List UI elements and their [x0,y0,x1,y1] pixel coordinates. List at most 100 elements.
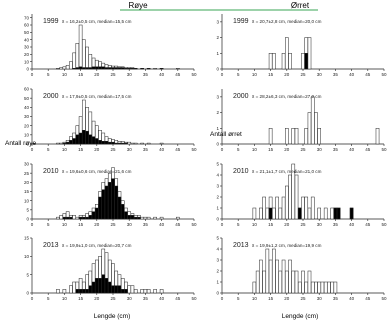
bar-dark [101,274,106,294]
y-tick-label: 20 [24,180,30,185]
bar-dark [75,289,80,294]
bar-light [314,112,318,145]
bar-dark [95,138,99,145]
bar-light [275,259,279,294]
bar-dark [107,141,112,145]
y-tick-label: 2 [216,195,219,200]
x-tick-label: 25 [110,296,116,301]
bar-dark [88,285,93,294]
bar-light [262,196,266,220]
bar-dark [98,66,102,70]
y-tick-label: 0 [216,217,219,222]
x-tick-label: 15 [78,222,84,227]
bar-dark [82,67,86,70]
bar-light [323,281,328,294]
bar-light [275,196,279,220]
bar-dark [69,140,73,145]
x-tick-label: 50 [381,72,387,77]
bar-dark [101,189,106,220]
bar-dark [104,278,109,294]
x-tick-label: 0 [31,147,34,152]
bar-light [56,216,60,220]
bar-light [307,270,312,294]
x-tick-label: 40 [159,296,165,301]
bar-light [375,128,380,145]
bar-dark [62,142,67,145]
bar-light [146,289,151,294]
x-tick-label: 45 [365,222,371,227]
x-tick-label: 15 [268,147,274,152]
bar-light [272,248,276,294]
x-tick-label: 35 [143,296,149,301]
bar-dark [124,142,128,145]
x-tick-label: 35 [333,222,339,227]
x-tick-label: 40 [349,72,355,77]
bar-light [285,270,289,294]
bar-light [268,53,273,70]
panel-year-label: 1999 [43,18,59,25]
y-tick-label: 0 [216,291,219,296]
bar-light [330,207,334,220]
bar-dark [62,216,67,220]
bar-dark [85,216,89,220]
y-tick-label: 10 [24,198,30,203]
bar-light [314,281,318,294]
bar-dark [91,136,96,145]
x-tick-label: 45 [365,72,371,77]
y-tick-label: 1 [216,206,219,211]
x-tick-label: 0 [221,147,224,152]
x-tick-label: 50 [381,296,387,301]
bar-light [62,66,67,70]
x-tick-label: 45 [175,296,181,301]
y-tick-label: 30 [24,45,30,50]
x-tick-label: 45 [175,147,181,152]
x-tick-label: 40 [159,147,165,152]
bar-dark [82,289,86,294]
bar-dark [65,141,70,145]
bar-light [288,259,292,294]
bar-dark [111,141,115,145]
x-tick-label: 15 [268,296,274,301]
bar-light [259,259,263,294]
bar-light [72,215,76,220]
x-tick-label: 5 [237,222,240,227]
bar-light [130,142,135,145]
bar-light [56,142,60,145]
x-tick-label: 30 [127,296,133,301]
x-tick-label: 5 [47,147,50,152]
y-tick-label: 5 [26,207,29,212]
y-tick-label: 5 [216,236,219,241]
x-tick-label: 50 [191,72,197,77]
bar-light [281,53,286,70]
bar-dark [117,142,122,145]
bar-dark [120,67,125,70]
bar-light [153,68,157,70]
y-tick-label: 0 [26,142,29,147]
bar-light [333,281,338,294]
bar-dark [130,215,135,220]
bar-light [310,96,315,145]
bar-light [133,142,138,145]
left-xlabel: Lengde (cm) [94,313,131,320]
left-ylabel: Antall røye [5,140,36,147]
x-tick-label: 0 [31,72,34,77]
y-tick-label: 0 [216,67,219,72]
bar-light [294,174,299,220]
x-tick-label: 25 [110,222,116,227]
bar-dark [120,142,125,145]
bar-dark [85,289,89,294]
y-tick-label: 50 [24,30,30,35]
y-tick-label: 15 [24,189,30,194]
y-tick-label: 2 [216,35,219,40]
bar-light [301,196,305,220]
x-tick-label: 0 [31,296,34,301]
x-tick-label: 10 [62,296,68,301]
x-tick-label: 15 [78,72,84,77]
y-tick-label: 1 [216,126,219,131]
bar-light [265,207,270,220]
x-tick-label: 25 [300,147,306,152]
bar-light [65,65,70,70]
bar-dark [268,207,273,220]
bar-dark [69,216,73,220]
bar-dark [111,178,115,220]
